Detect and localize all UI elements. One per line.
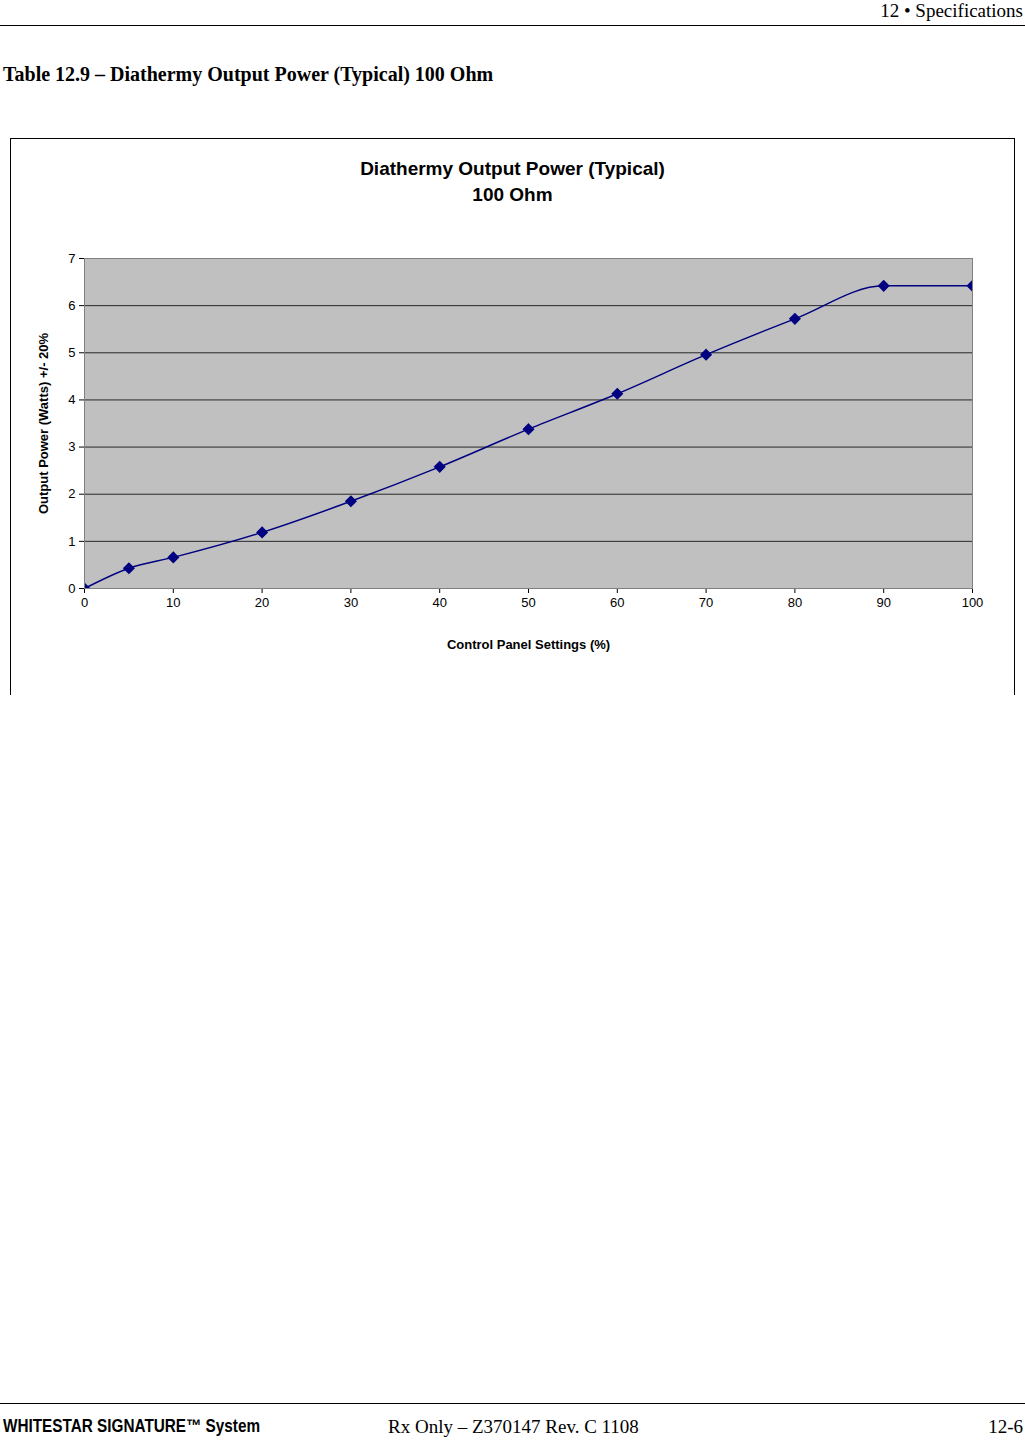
svg-text:60: 60 — [610, 595, 624, 610]
svg-text:20: 20 — [255, 595, 269, 610]
html-text:Table 12.9 – Diathermy Output: Table 12.9 – Diathermy Output Power (Typ… — [3, 63, 494, 85]
svg-text:80: 80 — [788, 595, 802, 610]
html-text:Rx Only – Z370147 Rev. C 1108: Rx Only – Z370147 Rev. C 1108 — [388, 1416, 639, 1437]
svg-text:50: 50 — [521, 595, 535, 610]
svg-text:40: 40 — [432, 595, 446, 610]
svg-text:3: 3 — [68, 439, 75, 454]
svg-text:2: 2 — [68, 486, 75, 501]
html-text:WHITESTAR SIGNATURE™ System: WHITESTAR SIGNATURE™ System — [3, 1416, 260, 1436]
svg-text:Control Panel Settings (%): Control Panel Settings (%) — [447, 637, 610, 652]
svg-text:7: 7 — [68, 251, 75, 266]
html-text:12-6: 12-6 — [988, 1416, 1023, 1437]
svg-text:90: 90 — [876, 595, 890, 610]
html-text:12 • Specifications: 12 • Specifications — [880, 0, 1023, 21]
svg-text:4: 4 — [68, 392, 75, 407]
svg-text:1: 1 — [68, 534, 75, 549]
html-text:100 Ohm: 100 Ohm — [472, 184, 553, 205]
svg-text:6: 6 — [68, 298, 75, 313]
svg-text:70: 70 — [699, 595, 713, 610]
svg-text:10: 10 — [166, 595, 180, 610]
svg-text:0: 0 — [81, 595, 88, 610]
svg-text:30: 30 — [344, 595, 358, 610]
html-text:Diathermy Output Power (Typica: Diathermy Output Power (Typical) — [360, 158, 665, 179]
svg-text:5: 5 — [68, 345, 75, 360]
svg-text:Output Power (Watts) +/- 20%: Output Power (Watts) +/- 20% — [36, 332, 51, 514]
svg-text:100: 100 — [962, 595, 984, 610]
svg-text:0: 0 — [68, 581, 75, 596]
